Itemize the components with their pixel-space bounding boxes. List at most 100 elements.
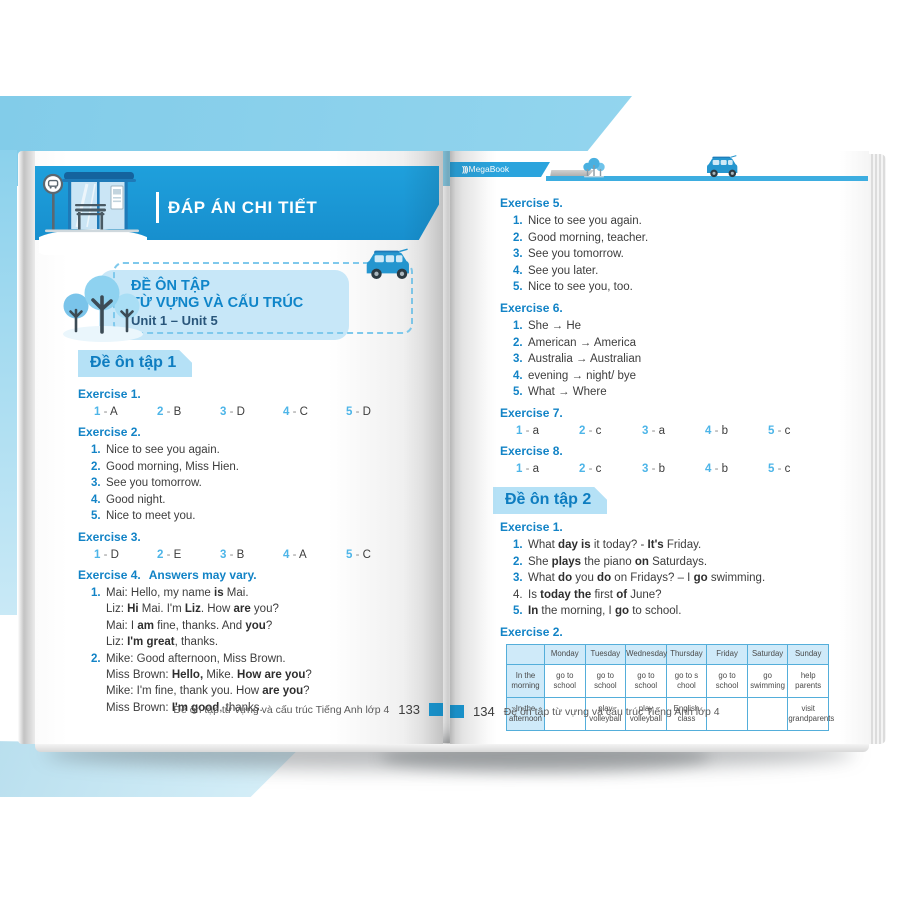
book-cover-edge	[18, 151, 35, 744]
page-number: 133	[398, 702, 420, 717]
answer-separator: -	[585, 424, 596, 437]
answer-separator: -	[226, 548, 237, 561]
table-cell: visit grandparents	[787, 696, 834, 731]
exercises-right: Exercise 5. 1. Nice to see you again. 2. Goo…	[500, 191, 842, 731]
list-item-number: 3.	[513, 248, 523, 261]
list-item: 3. Australia → Australian	[500, 351, 842, 368]
answer-number: 2	[579, 462, 586, 475]
list-item: 2. She plays the piano on Saturdays.	[500, 554, 842, 571]
answer-value: B	[236, 548, 245, 561]
table-cell: go to school	[544, 663, 586, 698]
answer-value: D	[110, 548, 119, 561]
answer-value: c	[595, 462, 602, 475]
answer-value: c	[595, 424, 602, 437]
table-header-cell: Sunday	[787, 643, 829, 665]
answer-separator: -	[100, 548, 111, 561]
dialog-line-text: Mike: Good afternoon, Miss Brown.	[106, 652, 286, 665]
list-item-text: American → America	[528, 336, 637, 349]
table-header-cell: Tuesday	[584, 643, 627, 665]
list-item-number: 1.	[513, 215, 523, 227]
table-cell: help parents	[787, 663, 829, 698]
answer-cell: 5 - D	[346, 405, 409, 420]
footer-accent-bar	[450, 705, 464, 718]
intro-line-1: ĐỀ ÔN TẬP	[131, 278, 210, 294]
brand-name: MegaBook	[468, 164, 510, 174]
table-cell: English class	[665, 696, 708, 731]
list-item: 4. evening → night/ bye	[500, 368, 842, 385]
answer-value: b	[658, 462, 666, 475]
answer-number: 4	[283, 406, 290, 418]
list-item-text: Good morning, teacher.	[528, 231, 649, 244]
table-row: In the morning go to school go to school go…	[506, 663, 829, 698]
answer-cell: 5 - c	[768, 462, 831, 477]
table-cell: go to school	[625, 663, 667, 698]
answer-number: 4	[283, 548, 290, 561]
answer-number: 1	[516, 424, 523, 437]
list-item-text: She plays the piano on Saturdays.	[528, 555, 708, 568]
answer-cell: 2 - E	[157, 548, 220, 563]
footer-text: Đề ôn tập từ vựng và cấu trúc Tiếng Anh …	[503, 705, 720, 718]
exercise-block: Exercise 5. 1. Nice to see you again. 2. Goo…	[500, 196, 842, 296]
brand-chevrons-icon: )))	[462, 164, 468, 174]
list-item-text: What → Where	[528, 386, 607, 399]
answer-separator: -	[352, 406, 363, 418]
exercise-title: Exercise 2.	[78, 425, 141, 439]
answer-cell: 5 - c	[768, 424, 831, 439]
table-header-cell: Wednesday	[625, 643, 667, 665]
answer-separator: -	[711, 424, 722, 437]
answer-value: c	[784, 462, 791, 475]
answer-number: 5	[346, 548, 353, 561]
exercise-block: Exercise 4. Answers may vary. 1. Mai: Hello…	[78, 568, 434, 716]
list-item-text: See you tomorrow.	[106, 477, 202, 490]
list-item-number: 2.	[513, 231, 523, 244]
dialog-line: Miss Brown: Hello, Mike. How are you?	[106, 669, 312, 681]
exercise-title: Exercise 1.	[78, 387, 141, 401]
list-item: 1. What day is it today? - It's Friday.	[500, 537, 842, 554]
list-item: 1. Nice to see you again.	[500, 213, 842, 230]
answer-separator: -	[522, 424, 533, 437]
answer-separator: -	[774, 462, 785, 475]
answer-separator: -	[163, 548, 174, 561]
exercise-block: Exercise 2. Monday Tuesday Wednesday Thursda…	[500, 625, 842, 731]
intro-line-3: Unit 1 – Unit 5	[131, 313, 218, 328]
answer-number: 1	[516, 462, 523, 475]
answer-number: 5	[346, 406, 353, 418]
table-cell: go to school	[706, 663, 748, 698]
list-item-number: 5.	[513, 281, 523, 294]
answer-number: 5	[768, 424, 775, 437]
page-number: 134	[473, 704, 495, 719]
answer-number: 1	[94, 406, 101, 418]
table-header-cell: Friday	[706, 643, 748, 665]
answer-cell: 2 - c	[579, 424, 642, 439]
list-item: 3. See you tomorrow.	[500, 246, 842, 263]
answer-cell: 2 - B	[157, 405, 220, 420]
footer-right: 134 Đề ôn tập từ vựng và cấu trúc Tiếng …	[450, 704, 829, 719]
answer-separator: -	[163, 406, 174, 418]
list-item-number: 3.	[513, 353, 523, 366]
answer-number: 2	[157, 548, 164, 561]
answer-number: 3	[220, 406, 227, 418]
list-item-number: 4.	[513, 264, 523, 277]
answer-separator: -	[648, 424, 659, 437]
footer-left: Đề ôn tập từ vựng và cấu trúc Tiếng Anh …	[75, 702, 443, 717]
list-item-number: 2.	[513, 336, 523, 349]
answer-value: b	[721, 462, 729, 475]
page-right: )))MegaBook	[450, 151, 869, 744]
list-item: 5. Nice to see you, too.	[500, 279, 842, 296]
table-header-cell: Thursday	[665, 643, 708, 665]
list-item-number: 4.	[91, 493, 101, 506]
table-header-row: Monday Tuesday Wednesday Thursday Friday Satu…	[506, 643, 829, 665]
table-cell: go to s chool	[665, 663, 708, 698]
dialog-line: 1. Mai: Hello, my name is Mai.	[78, 585, 434, 601]
table-cell: play volleyball	[584, 696, 627, 731]
list-item: 3. What do you do on Fridays? – I go swim…	[500, 570, 842, 587]
trees-icon	[61, 267, 145, 343]
answer-separator: -	[711, 462, 722, 475]
answer-cell: 3 - B	[220, 548, 283, 563]
list-item: 4. Is today the first of June?	[500, 587, 842, 604]
answer-cell: 2 - c	[579, 462, 642, 477]
answer-cell: 4 - b	[705, 462, 768, 477]
list-item: 5. In the morning, I go to school.	[500, 603, 842, 620]
